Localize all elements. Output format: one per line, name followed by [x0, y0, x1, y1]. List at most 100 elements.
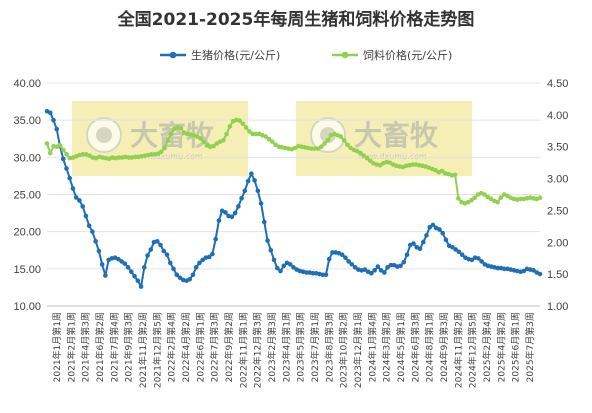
data-point — [346, 259, 351, 264]
data-point — [262, 219, 267, 225]
x-tick-label: 2023年2月第3周 — [266, 312, 278, 382]
data-point — [167, 260, 173, 266]
data-point — [531, 268, 536, 273]
x-tick-label: 2023年12月第1周 — [352, 312, 364, 388]
data-point — [61, 147, 66, 153]
x-tick-label: 2022年6月第1周 — [194, 312, 206, 382]
data-point — [349, 262, 355, 267]
y-left-tick-label: 25.00 — [13, 190, 41, 202]
data-point — [378, 268, 384, 273]
data-point — [174, 272, 180, 278]
data-point — [382, 270, 387, 275]
series-hog-price — [44, 108, 543, 289]
data-point — [221, 138, 226, 143]
y-axis-right: 1.00 1.50 2.00 2.50 3.00 3.50 4.00 4.50 — [547, 78, 568, 313]
data-point — [320, 272, 325, 278]
x-tick-label: 2023年7月第1周 — [309, 312, 321, 382]
data-point — [135, 278, 141, 284]
data-point — [99, 262, 105, 267]
data-point — [352, 265, 358, 270]
data-point — [252, 178, 257, 183]
data-point — [310, 270, 316, 276]
data-point — [245, 178, 251, 184]
data-point — [309, 146, 314, 151]
data-point — [439, 168, 445, 174]
data-point — [266, 136, 272, 142]
data-point — [178, 125, 184, 131]
data-point — [469, 197, 474, 203]
series-feed-price — [44, 117, 543, 206]
data-point — [96, 248, 102, 254]
data-point — [453, 247, 458, 252]
y-right-tick-label: 1.00 — [547, 301, 568, 313]
data-point — [358, 150, 363, 156]
data-point — [456, 249, 462, 255]
y-right-tick-label: 3.50 — [547, 142, 568, 154]
legend-label: 生猪价格(元/公斤) — [191, 48, 280, 62]
x-tick-label: 2024年8月第1周 — [424, 312, 436, 382]
x-tick-label: 2024年9月第3周 — [438, 312, 450, 382]
x-tick-label: 2024年11月第2周 — [452, 312, 464, 388]
data-point — [417, 246, 423, 252]
watermark-url: www.dxumu.com — [134, 152, 203, 161]
data-point — [236, 204, 241, 209]
data-point — [325, 138, 331, 143]
x-tick-label: 2021年9月第3周 — [123, 312, 135, 382]
data-point — [398, 263, 403, 269]
data-point — [64, 166, 69, 171]
data-point — [86, 223, 92, 229]
data-point — [201, 139, 207, 144]
watermark-brand: 大畜牧 — [354, 119, 439, 152]
legend: 生猪价格(元/公斤) 饲料价格(元/公斤) — [160, 48, 452, 62]
y-left-tick-label: 15.00 — [13, 264, 41, 276]
data-point — [450, 244, 455, 250]
data-point — [161, 248, 167, 254]
data-point — [437, 227, 442, 232]
data-point — [281, 263, 287, 269]
legend-feed: 饲料价格(元/公斤) — [332, 48, 452, 62]
data-point — [459, 252, 465, 258]
data-point — [258, 201, 264, 206]
data-point — [339, 252, 345, 258]
data-point — [361, 153, 367, 158]
data-point — [427, 224, 433, 230]
x-tick-label: 2023年10月第2周 — [338, 312, 350, 388]
data-point — [372, 268, 377, 273]
y-right-tick-label: 2.00 — [547, 237, 568, 249]
x-tick-label: 2023年5月第3周 — [295, 312, 307, 382]
data-point — [132, 273, 137, 279]
data-point — [197, 260, 202, 266]
x-tick-label: 2022年12月第3周 — [252, 312, 264, 388]
data-point — [70, 186, 76, 191]
x-tick-label: 2021年4月第3周 — [80, 312, 92, 382]
data-point — [495, 199, 500, 205]
data-point — [77, 198, 82, 203]
data-point — [323, 272, 329, 278]
data-point — [452, 172, 458, 178]
data-point — [51, 117, 56, 123]
y-right-tick-label: 2.50 — [547, 205, 568, 217]
data-point — [177, 275, 183, 281]
data-point — [206, 254, 212, 260]
data-point — [345, 142, 350, 148]
data-point — [495, 265, 501, 271]
y-right-tick-label: 1.50 — [547, 269, 568, 281]
data-point — [476, 256, 481, 261]
data-point — [64, 152, 69, 157]
y-axis-left: 10.00 15.00 20.00 25.00 30.00 35.00 40.00 — [13, 78, 41, 313]
data-point — [243, 125, 249, 130]
data-point — [232, 210, 238, 216]
data-point — [171, 266, 176, 272]
data-point — [80, 204, 85, 209]
data-point — [125, 265, 131, 270]
data-point — [129, 269, 134, 275]
data-point — [430, 222, 436, 228]
x-tick-label: 2025年7月第3周 — [524, 312, 536, 382]
data-point — [322, 141, 327, 146]
data-point — [537, 195, 543, 200]
x-tick-label: 2023年8月第3周 — [323, 312, 335, 382]
x-tick-label: 2021年1月第1周 — [51, 312, 63, 382]
data-point — [440, 230, 446, 236]
x-tick-label: 2025年6月第1周 — [510, 312, 522, 382]
